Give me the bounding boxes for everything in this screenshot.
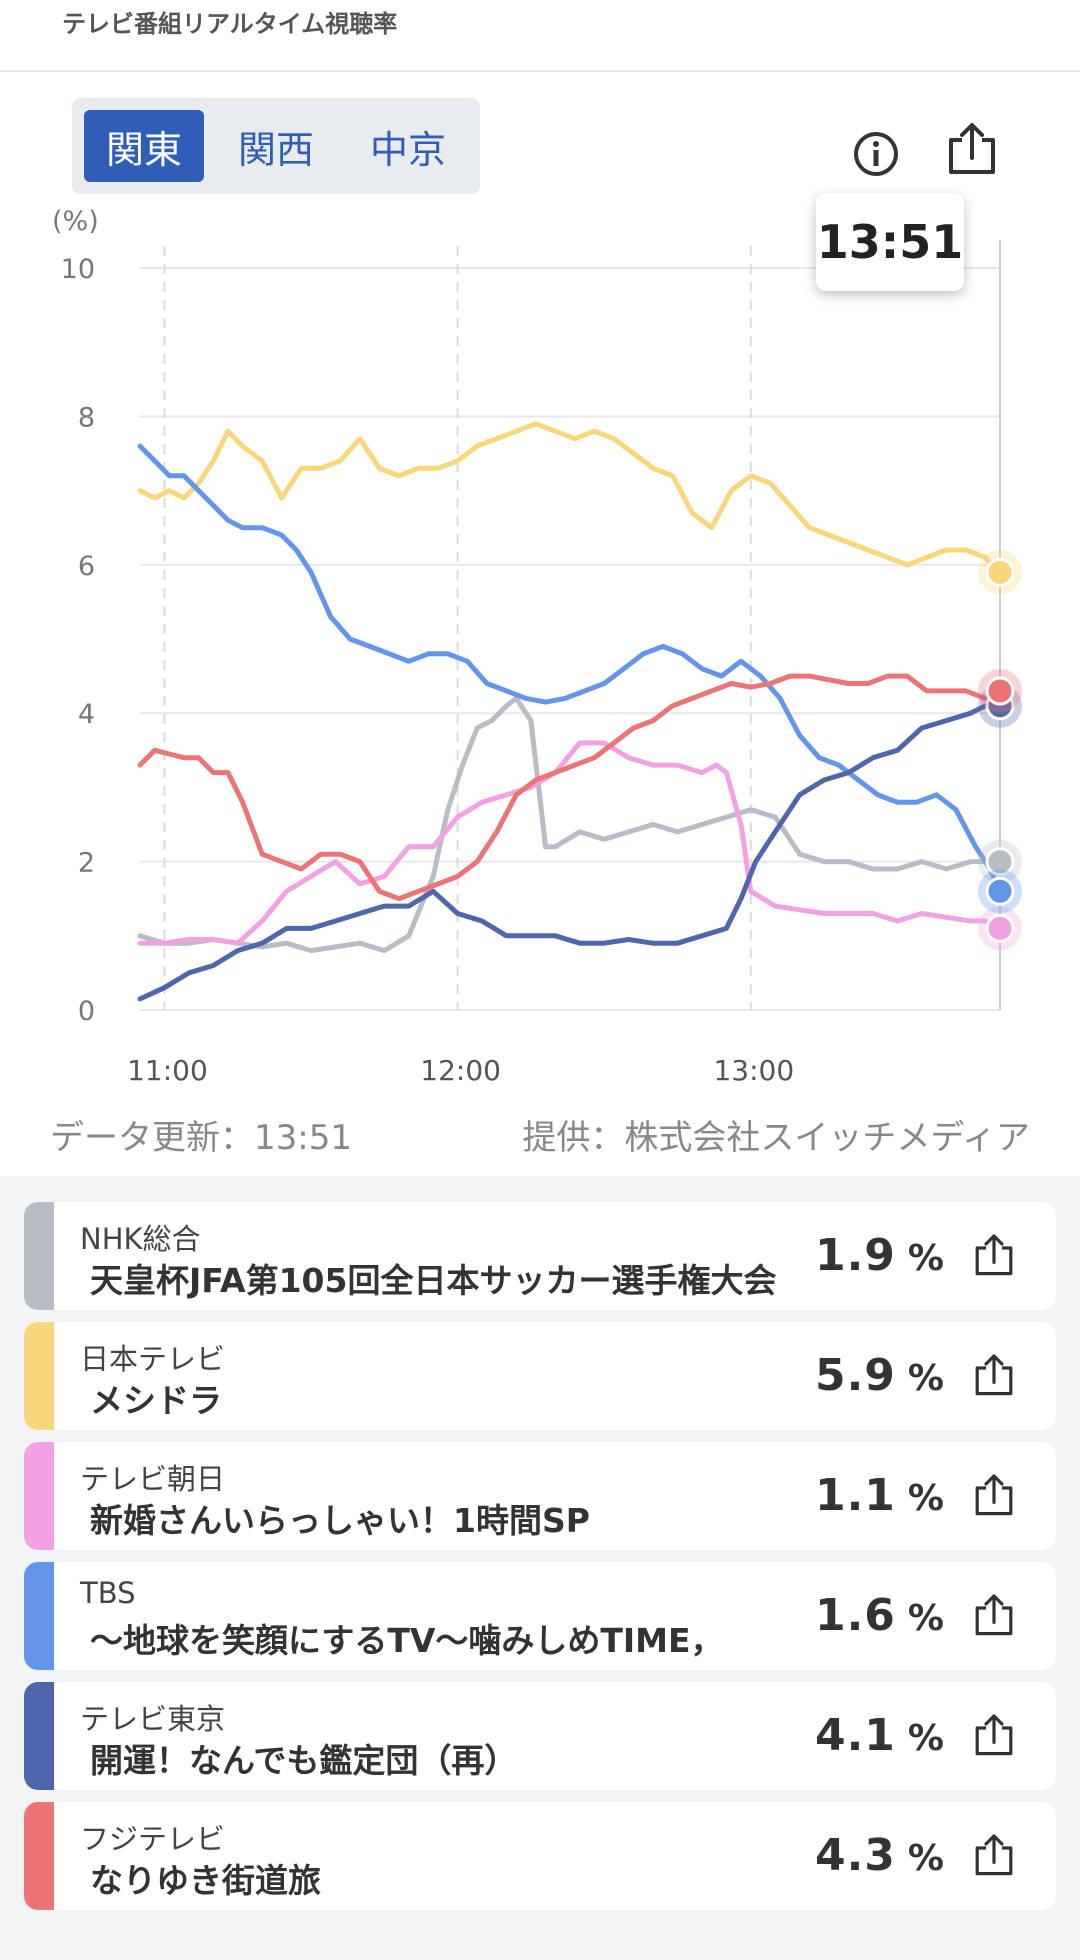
- series-end-dot: [985, 847, 1015, 877]
- rating-card[interactable]: NHK総合天皇杯JFA第105回全日本サッカー選手権大会 1.9%: [24, 1202, 1056, 1310]
- x-tick-label: 12:00: [420, 1054, 501, 1087]
- rating-number: 4.1: [814, 1710, 896, 1761]
- rating-card[interactable]: テレビ朝日新婚さんいらっしゃい！1時間SP 1.1%: [24, 1442, 1056, 1550]
- rating-card[interactable]: 日本テレビメシドラ 5.9%: [24, 1322, 1056, 1430]
- y-tick-label: 2: [78, 848, 95, 879]
- data-source: 提供：株式会社スイッチメディア: [522, 1118, 1030, 1158]
- rating-unit: %: [907, 1358, 944, 1399]
- channel-color-bar: [24, 1202, 54, 1310]
- rating-card[interactable]: テレビ東京開運！なんでも鑑定団（再） 4.1%: [24, 1682, 1056, 1790]
- rating-value: 1.1%: [815, 1470, 944, 1522]
- series-line: [137, 740, 1003, 946]
- rating-unit: %: [907, 1478, 944, 1519]
- chart-grid: [140, 240, 1001, 1011]
- channel-name: テレビ朝日: [80, 1462, 226, 1496]
- share-icon[interactable]: [970, 1472, 1018, 1520]
- rating-value: 4.1%: [815, 1710, 944, 1762]
- y-axis: 0 2 4 6 8 10 (%): [52, 206, 99, 1027]
- program-title: 〜地球を笑顔にするTV〜噛みしめTIME，: [90, 1621, 724, 1660]
- page-title: テレビ番組リアルタイム視聴率: [62, 10, 398, 38]
- channel-color-bar: [24, 1682, 54, 1790]
- share-icon[interactable]: [970, 1232, 1018, 1280]
- rating-number: 1.6: [814, 1590, 896, 1641]
- rating-unit: %: [907, 1838, 944, 1879]
- series-line: [137, 673, 1003, 902]
- channel-name: NHK総合: [80, 1222, 201, 1256]
- chart-end-markers: [978, 550, 1022, 951]
- chart-series: [137, 421, 1003, 1002]
- program-title: 開運！なんでも鑑定団（再）: [90, 1741, 518, 1780]
- region-tab-kanto[interactable]: 関東: [84, 110, 204, 182]
- channel-color-bar: [24, 1322, 54, 1430]
- series-end-dot: [985, 676, 1015, 706]
- channel-color-bar: [24, 1442, 54, 1550]
- region-tab-kansai[interactable]: 関西: [237, 127, 314, 172]
- update-time: データ更新：13:51: [50, 1118, 352, 1158]
- region-tab-chukyo[interactable]: 中京: [369, 127, 446, 172]
- share-icon[interactable]: [942, 120, 1002, 180]
- rating-value: 4.3%: [815, 1830, 944, 1882]
- series-end-dot: [985, 557, 1015, 587]
- y-tick-label: 0: [78, 996, 95, 1027]
- rating-number: 1.9: [814, 1230, 896, 1281]
- y-tick-label: 4: [78, 699, 95, 730]
- channel-name: フジテレビ: [80, 1822, 226, 1856]
- rating-number: 4.3: [814, 1830, 896, 1881]
- channel-name: TBS: [80, 1576, 136, 1610]
- series-end-dot: [985, 876, 1015, 906]
- channel-name: 日本テレビ: [80, 1342, 226, 1376]
- share-icon[interactable]: [970, 1832, 1018, 1880]
- channel-color-bar: [24, 1802, 54, 1910]
- channel-color-bar: [24, 1562, 54, 1670]
- y-tick-label: 6: [78, 551, 95, 582]
- y-axis-unit: (%): [52, 206, 99, 237]
- program-title: なりゆき街道旅: [90, 1861, 321, 1900]
- rating-number: 5.9: [814, 1350, 896, 1401]
- program-title: 天皇杯JFA第105回全日本サッカー選手権大会: [90, 1261, 777, 1300]
- rating-chart: 0 2 4 6 8 10 (%) 11:00 12:00 13:00: [52, 206, 1022, 1087]
- x-tick-label: 13:00: [713, 1054, 794, 1087]
- y-tick-label: 10: [61, 254, 95, 285]
- x-tick-label: 11:00: [127, 1054, 208, 1087]
- channel-name: テレビ東京: [80, 1702, 226, 1736]
- y-tick-label: 8: [78, 402, 95, 433]
- series-end-dot: [985, 913, 1015, 943]
- series-line: [137, 421, 1003, 575]
- program-title: 新婚さんいらっしゃい！1時間SP: [90, 1501, 590, 1540]
- rating-number: 1.1: [814, 1470, 896, 1521]
- info-icon[interactable]: [846, 124, 906, 184]
- x-axis: 11:00 12:00 13:00: [127, 1054, 794, 1087]
- time-tooltip: 13:51: [816, 193, 964, 291]
- meta-row: データ更新：13:51 提供：株式会社スイッチメディア: [0, 1102, 1080, 1162]
- series-line: [137, 443, 1003, 894]
- rating-card[interactable]: フジテレビなりゆき街道旅 4.3%: [24, 1802, 1056, 1910]
- program-title: メシドラ: [90, 1381, 222, 1420]
- share-icon[interactable]: [970, 1352, 1018, 1400]
- series-line: [137, 703, 1003, 1002]
- header: テレビ番組リアルタイム視聴率: [0, 0, 1080, 72]
- rating-value: 5.9%: [815, 1350, 944, 1402]
- rating-unit: %: [907, 1238, 944, 1279]
- share-icon[interactable]: [970, 1712, 1018, 1760]
- rating-unit: %: [907, 1598, 944, 1639]
- share-icon[interactable]: [970, 1592, 1018, 1640]
- region-selector: 関東 関西 中京: [72, 98, 480, 194]
- rating-unit: %: [907, 1718, 944, 1759]
- rating-value: 1.6%: [815, 1590, 944, 1642]
- rating-value: 1.9%: [815, 1230, 944, 1282]
- rating-card[interactable]: TBS 〜地球を笑顔にするTV〜噛みしめTIME， 1.6%: [24, 1562, 1056, 1670]
